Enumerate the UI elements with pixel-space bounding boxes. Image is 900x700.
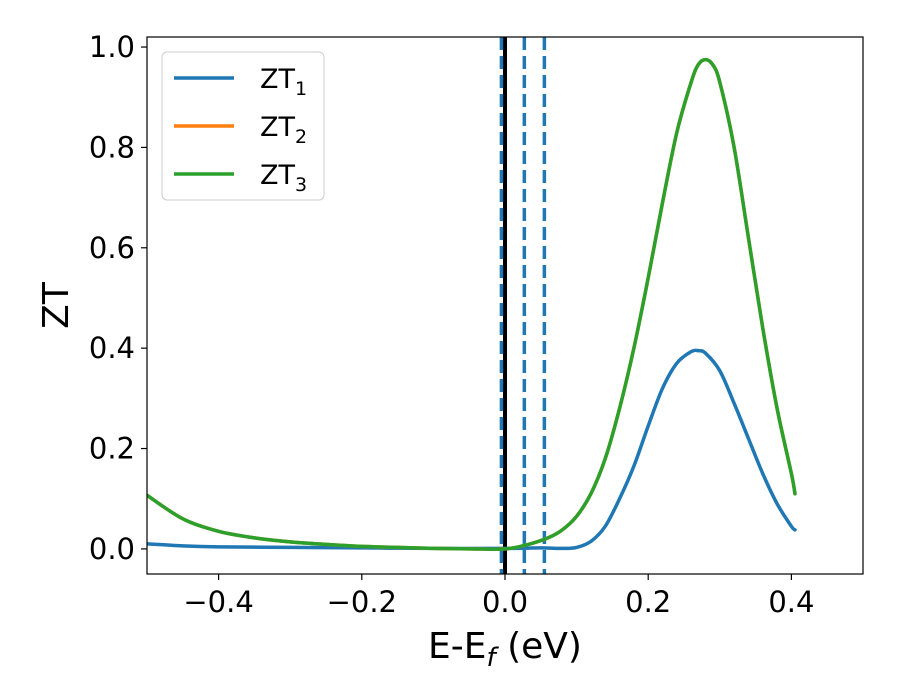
x-axis-label: E-Ef (eV) (428, 626, 582, 673)
x-tick-label: −0.4 (183, 585, 253, 619)
y-tick-label: 0.6 (89, 231, 135, 265)
y-tick-label: 0.0 (89, 532, 135, 566)
y-tick-label: 0.4 (89, 331, 135, 365)
x-axis: −0.4 −0.2 0.0 0.2 0.4 (183, 574, 814, 619)
vertical-reference-lines (499, 37, 547, 574)
y-axis: 0.0 0.2 0.4 0.6 0.8 1.0 (89, 30, 147, 566)
legend-label-1: ZT1 (260, 64, 307, 100)
series-line-3 (147, 57, 797, 551)
y-tick-label: 0.8 (89, 130, 135, 164)
legend: ZT1 ZT2 ZT3 (161, 51, 325, 201)
legend-label-2: ZT2 (260, 112, 307, 148)
legend-label-3: ZT3 (260, 160, 307, 196)
x-tick-label: 0.4 (768, 585, 814, 619)
y-axis-label: ZT (36, 281, 77, 329)
x-axis-label-main: E-E (428, 626, 486, 667)
series-line-1 (147, 348, 797, 551)
y-tick-label: 1.0 (89, 30, 135, 64)
y-tick-label: 0.2 (89, 432, 135, 466)
x-tick-label: 0.2 (625, 585, 671, 619)
legend-box (161, 51, 325, 201)
series-lines (147, 57, 797, 551)
x-axis-label-unit: (eV) (496, 626, 582, 667)
x-tick-label: −0.2 (327, 585, 397, 619)
x-tick-label: 0.0 (482, 585, 528, 619)
